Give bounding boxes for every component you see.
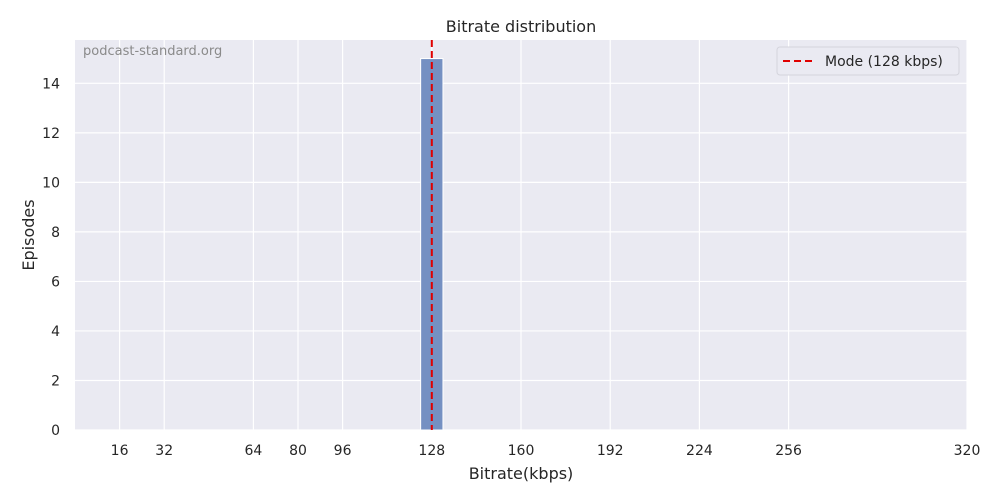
legend-box <box>776 46 960 76</box>
x-tick-label: 192 <box>597 443 624 459</box>
x-tick-label: 64 <box>244 443 262 459</box>
y-tick-labels: 0 2 4 6 8 10 12 14 <box>42 76 60 439</box>
y-tick-label: 10 <box>42 175 60 191</box>
x-tick-label: 224 <box>686 443 713 459</box>
x-tick-label: 128 <box>418 443 445 459</box>
x-axis-label: Bitrate(kbps) <box>469 464 574 483</box>
x-tick-label: 80 <box>289 443 307 459</box>
grid-lines <box>75 40 968 431</box>
x-tick-label: 320 <box>954 443 981 459</box>
legend-mode-label: Mode (128 kbps) <box>825 54 943 70</box>
y-tick-label: 8 <box>51 225 60 241</box>
x-tick-label: 96 <box>334 443 352 459</box>
x-tick-labels: 16 32 64 80 96 128 160 192 224 256 320 <box>111 443 981 459</box>
chart-title: Bitrate distribution <box>446 17 596 36</box>
y-tick-label: 14 <box>42 76 60 92</box>
x-tick-label: 32 <box>155 443 173 459</box>
legend: Mode (128 kbps) <box>776 46 960 76</box>
y-tick-label: 4 <box>51 324 60 340</box>
y-tick-label: 0 <box>51 423 60 439</box>
x-tick-label: 16 <box>111 443 129 459</box>
x-tick-label: 256 <box>775 443 802 459</box>
y-tick-label: 2 <box>51 373 60 389</box>
x-tick-label: 160 <box>508 443 535 459</box>
y-tick-label: 12 <box>42 126 60 142</box>
y-axis-label: Episodes <box>19 199 38 270</box>
y-tick-label: 6 <box>51 274 60 290</box>
watermark: podcast-standard.org <box>83 44 222 59</box>
